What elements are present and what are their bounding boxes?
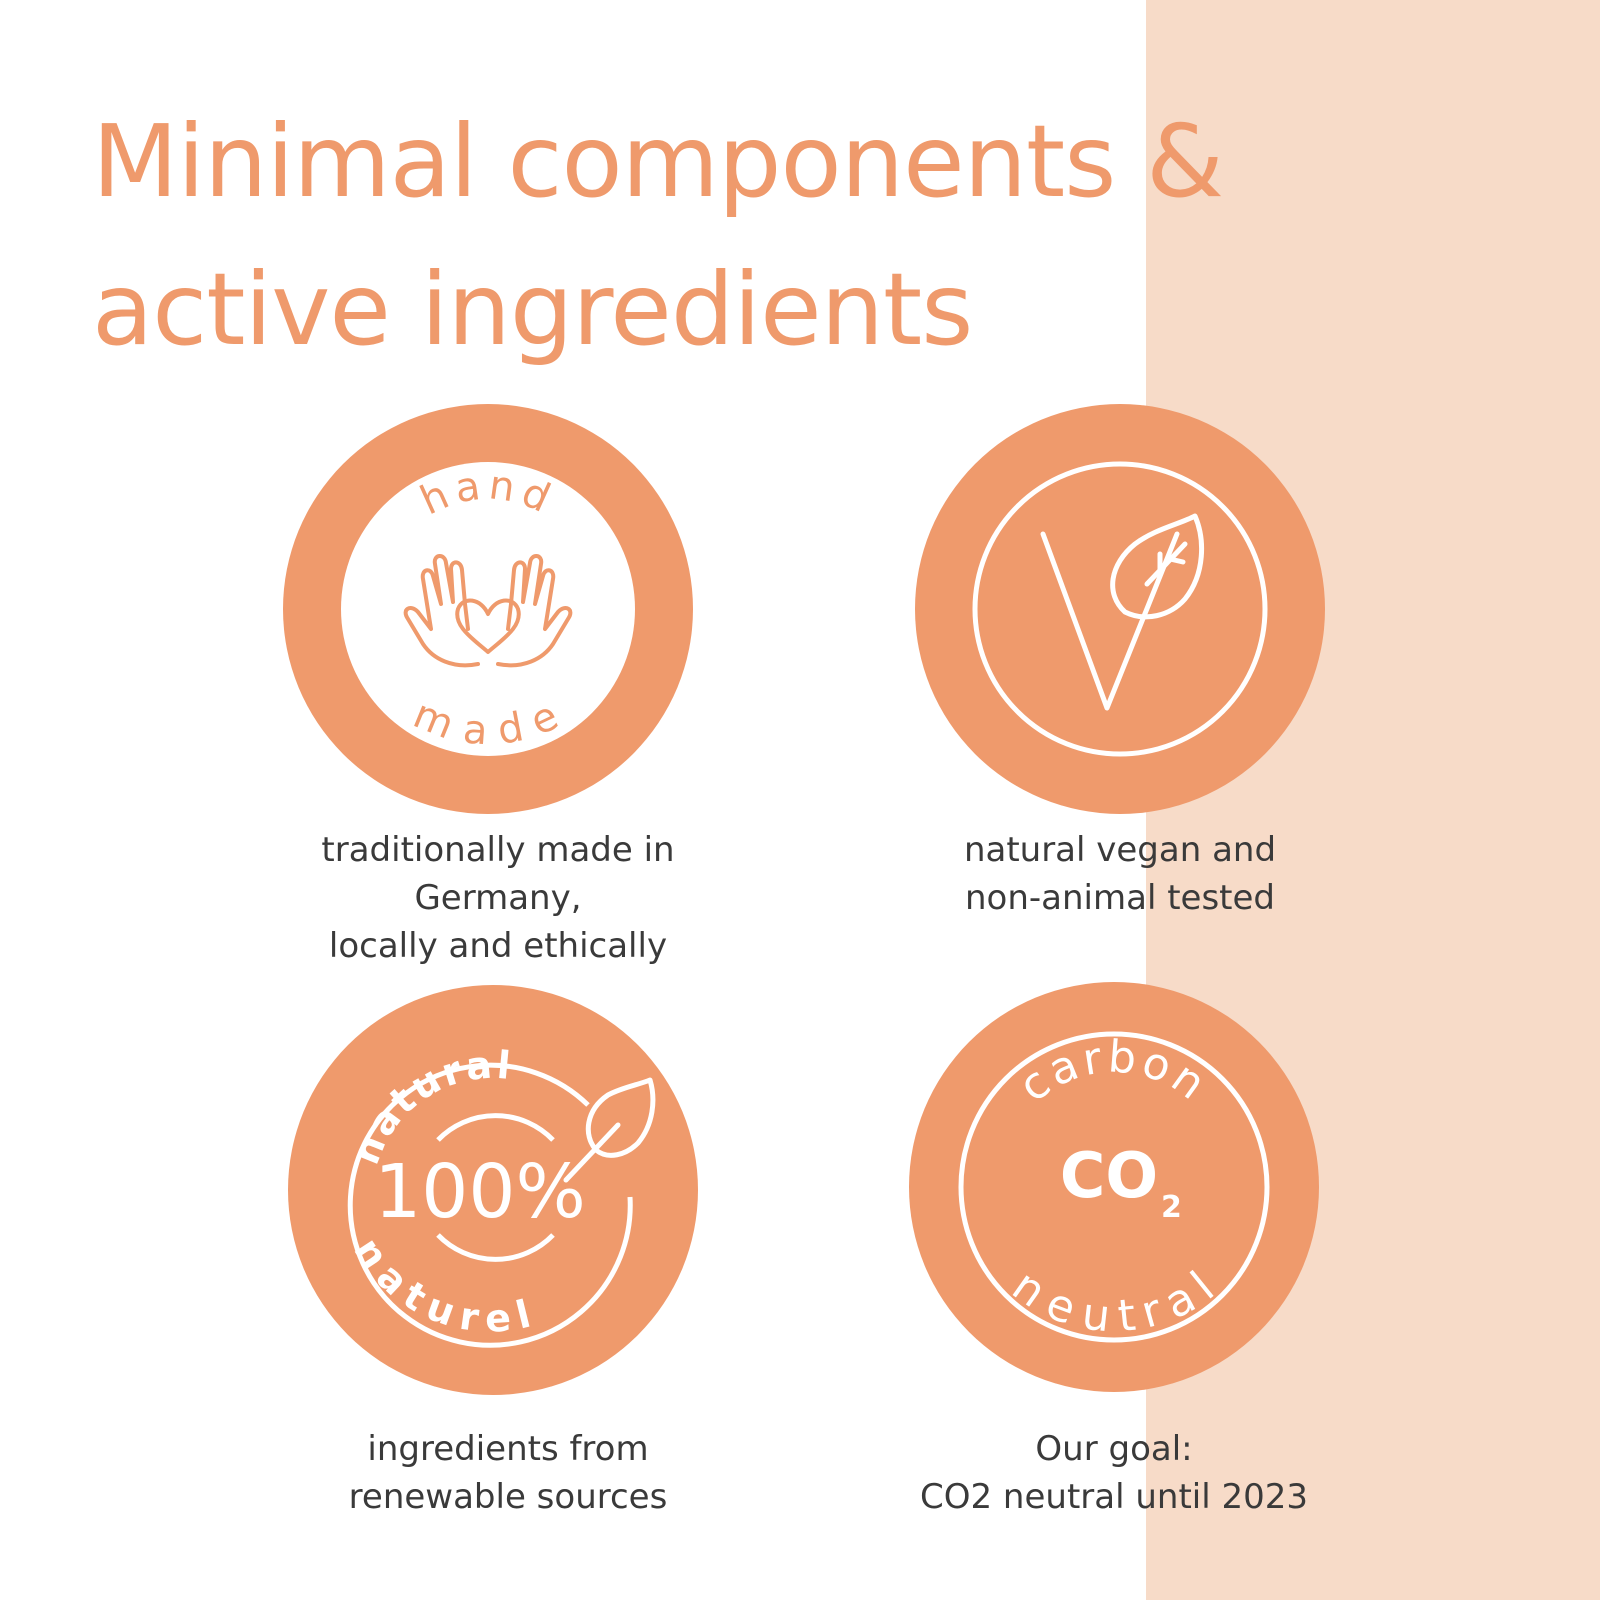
caption-line: traditionally made in xyxy=(321,830,675,870)
title-line-2: active ingredients xyxy=(92,251,973,368)
carbon-caption: Our goal: CO2 neutral until 2023 xyxy=(834,1425,1394,1521)
caption-line: natural vegan and xyxy=(963,830,1277,870)
caption-line: non-animal tested xyxy=(964,878,1275,918)
page-title: Minimal components & active ingredients xyxy=(92,88,1224,384)
natural-caption: ingredients from renewable sources xyxy=(228,1425,788,1521)
vegan-caption: natural vegan and non-animal tested xyxy=(840,826,1400,922)
handmade-badge: hand made xyxy=(283,404,693,814)
caption-line: Our goal: xyxy=(1035,1429,1193,1469)
title-line-1: Minimal components & xyxy=(92,103,1224,220)
handmade-hands-heart-icon: hand made xyxy=(283,404,693,814)
carbon-neutral-co2-icon: carbon neutral CO 2 xyxy=(909,982,1319,1392)
co2-subscript: 2 xyxy=(1161,1190,1182,1225)
handmade-caption: traditionally made in Germany, locally a… xyxy=(218,826,778,970)
co2-text: CO xyxy=(1060,1139,1158,1212)
caption-line: renewable sources xyxy=(348,1477,668,1517)
caption-line: ingredients from xyxy=(367,1429,649,1469)
caption-line: Germany, xyxy=(414,878,582,918)
caption-line: locally and ethically xyxy=(328,926,668,966)
natural-100-percent-leaf-icon: natural naturel 100% xyxy=(288,985,698,1395)
percent-text: 100% xyxy=(374,1149,586,1235)
natural-badge: natural naturel 100% xyxy=(288,985,698,1395)
vegan-v-leaf-icon xyxy=(915,404,1325,814)
carbon-neutral-badge: carbon neutral CO 2 xyxy=(909,982,1319,1392)
caption-line: CO2 neutral until 2023 xyxy=(919,1477,1308,1517)
vegan-badge xyxy=(915,404,1325,814)
